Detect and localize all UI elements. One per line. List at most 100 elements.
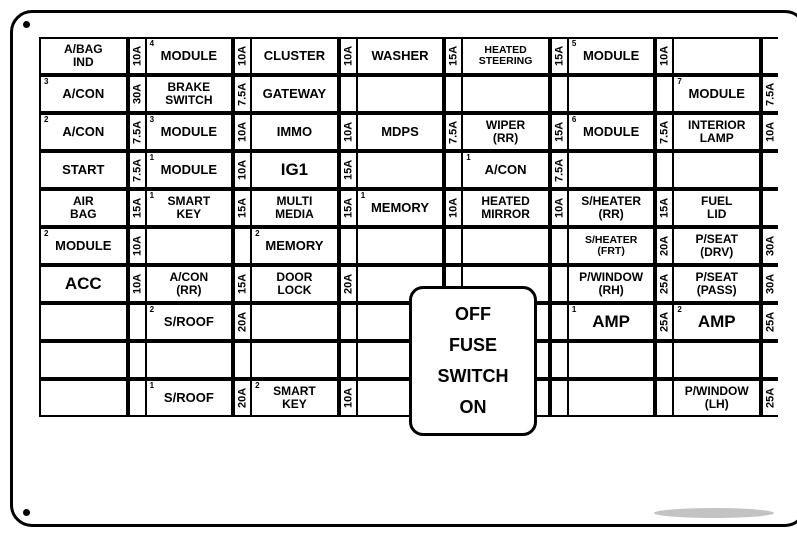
fuse-cell-pair: WIPER (RR)15A	[461, 113, 567, 151]
fuse-superscript: 1	[150, 192, 154, 200]
fuse-cell-pair: AIR BAG 15A	[39, 189, 145, 227]
fuse-label	[39, 303, 128, 341]
fuse-label: WASHER	[356, 37, 445, 75]
fuse-label-text: AIR BAG	[70, 195, 97, 220]
fuse-label-text: CLUSTER	[264, 49, 325, 63]
fuse-label: A/CON (RR)	[145, 265, 234, 303]
fuse-label-text: MDPS	[381, 125, 419, 139]
fuse-amp-rating: 15A	[128, 189, 145, 227]
fuse-label: 1MEMORY	[356, 189, 445, 227]
fuse-amp-rating	[550, 265, 567, 303]
fuse-label-text: MODULE	[55, 239, 111, 253]
corner-dot	[23, 21, 30, 28]
fuse-amp-rating	[128, 379, 145, 417]
fuse-amp-rating	[655, 151, 672, 189]
fuse-label-text: IMMO	[277, 125, 312, 139]
fuse-amp-rating	[550, 75, 567, 113]
fuse-cell-pair: 6MODULE7.5A	[567, 113, 673, 151]
fuse-label	[461, 227, 550, 265]
fuse-label: WIPER (RR)	[461, 113, 550, 151]
fuse-amp-rating: 10A	[761, 113, 778, 151]
fuse-amp-rating: 30A	[761, 265, 778, 303]
fuse-amp-rating	[761, 151, 778, 189]
fuse-cell-pair: 2AMP25A	[672, 303, 778, 341]
fuse-label: 6MODULE	[567, 113, 656, 151]
fuse-label-text: GATEWAY	[263, 87, 327, 101]
fuse-label: 1A/CON	[461, 151, 550, 189]
fuse-superscript: 2	[677, 306, 681, 314]
fuse-amp-rating: 7.5A	[128, 113, 145, 151]
fuse-amp-rating: 15A	[233, 189, 250, 227]
fuse-label: MDPS	[356, 113, 445, 151]
fuse-cell-pair: S/HEATER (FRT)20A	[567, 227, 673, 265]
fuse-label: 7MODULE	[672, 75, 761, 113]
fuse-superscript: 1	[572, 306, 576, 314]
fuse-amp-rating	[339, 341, 356, 379]
fuse-cell-pair	[356, 151, 462, 189]
fuse-superscript: 5	[572, 40, 576, 48]
fuse-label-text: S/HEATER (FRT)	[585, 235, 637, 257]
fuse-cell-pair: MULTI MEDIA15A	[250, 189, 356, 227]
fuse-label-text: IG1	[281, 161, 308, 179]
fuse-cell-pair	[672, 37, 778, 75]
fuse-amp-rating	[128, 303, 145, 341]
fuse-amp-rating: 7.5A	[233, 75, 250, 113]
fuse-label-text: AMP	[698, 313, 736, 331]
fuse-cell-pair	[672, 341, 778, 379]
fuse-label	[567, 341, 656, 379]
fuse-label: 4MODULE	[145, 37, 234, 75]
fuse-cell-pair: IG115A	[250, 151, 356, 189]
fuse-label: IG1	[250, 151, 339, 189]
fuse-cell-pair: 3 A/CON 30A	[39, 75, 145, 113]
fuse-amp-rating: 20A	[339, 265, 356, 303]
fuse-cell-pair: A/BAG IND 10A	[39, 37, 145, 75]
fuse-label-text: INTERIOR LAMP	[688, 119, 745, 144]
fuse-amp-rating: 10A	[128, 37, 145, 75]
fuse-superscript: 6	[572, 116, 576, 124]
fuse-label: 5 MODULE	[567, 37, 656, 75]
fuse-column: CLUSTER10AGATEWAYIMMO10AIG115AMULTI MEDI…	[250, 37, 356, 417]
fuse-amp-rating	[444, 151, 461, 189]
fuse-label-text: MODULE	[161, 163, 217, 177]
fuse-label: P/SEAT (DRV)	[672, 227, 761, 265]
fuse-cell-pair: 1S/ROOF20A	[145, 379, 251, 417]
fuse-label-text: MODULE	[583, 49, 639, 63]
fuse-label-text: AMP	[592, 313, 630, 331]
fuse-cell-pair	[567, 341, 673, 379]
fuse-cell-pair: IMMO10A	[250, 113, 356, 151]
fuse-label-text: A/BAG IND	[64, 43, 103, 68]
fuse-label: 2MODULE	[39, 227, 128, 265]
switch-line: SWITCH	[438, 365, 509, 388]
fuse-superscript: 1	[150, 154, 154, 162]
fuse-amp-rating	[655, 75, 672, 113]
fuse-cell-pair: INTERIOR LAMP 10A	[672, 113, 778, 151]
fuse-label	[39, 341, 128, 379]
fuse-amp-rating: 30A	[761, 227, 778, 265]
fuse-amp-rating: 25A	[655, 265, 672, 303]
fuse-amp-rating: 30A	[128, 75, 145, 113]
fuse-cell-pair: 1MODULE10A	[145, 151, 251, 189]
fuse-cell-pair	[145, 227, 251, 265]
fuse-label-text: P/WINDOW (RH)	[579, 271, 643, 296]
fuse-superscript: 1	[150, 382, 154, 390]
fuse-label-text: HEATED STEERING	[479, 45, 533, 67]
fuse-superscript: 4	[150, 40, 154, 48]
fuse-cell-pair	[567, 151, 673, 189]
fuse-amp-rating	[761, 189, 778, 227]
fuse-cell-pair: 5 MODULE 10A	[567, 37, 673, 75]
fuse-superscript: 3	[44, 78, 48, 86]
fuse-label: 2A/CON	[39, 113, 128, 151]
fuse-amp-rating: 10A	[655, 37, 672, 75]
fuse-label	[672, 151, 761, 189]
fuse-amp-rating: 15A	[444, 37, 461, 75]
fuse-label: 2MEMORY	[250, 227, 339, 265]
fuse-label-text: A/CON	[62, 87, 104, 101]
fuse-superscript: 7	[677, 78, 681, 86]
fuse-superscript: 3	[150, 116, 154, 124]
fuse-box-panel: A/BAG IND10A3A/CON30A2A/CON7.5ASTART7.5A…	[10, 10, 797, 527]
fuse-cell-pair: 2A/CON7.5A	[39, 113, 145, 151]
fuse-label: DOOR LOCK	[250, 265, 339, 303]
fuse-cell-pair: 7MODULE7.5A	[672, 75, 778, 113]
fuse-label: S/HEATER (FRT)	[567, 227, 656, 265]
fuse-cell-pair	[250, 303, 356, 341]
